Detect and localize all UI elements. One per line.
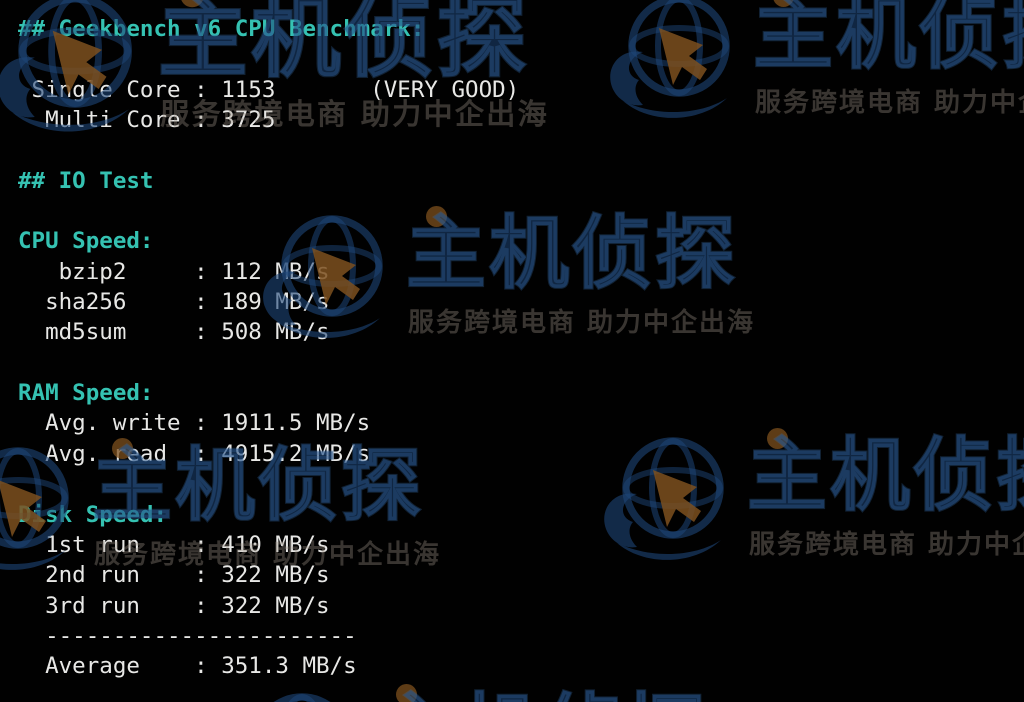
terminal-line: 3rd run : 322 MB/s	[18, 592, 330, 619]
terminal-line: Multi Core : 3725	[18, 107, 276, 134]
terminal-line: Disk Speed:	[18, 501, 168, 528]
terminal-line: Single Core : 1153 (VERY GOOD)	[18, 76, 520, 103]
terminal-line	[18, 135, 1024, 165]
terminal-line: Average : 351.3 MB/s	[18, 653, 357, 680]
terminal-line: Avg. write : 1911.5 MB/s	[18, 410, 371, 437]
terminal-line: ## Geekbench v6 CPU Benchmark:	[18, 16, 425, 42]
terminal-line	[18, 469, 1024, 499]
terminal-line: 2nd run : 322 MB/s	[18, 562, 330, 589]
terminal-line: bzip2 : 112 MB/s	[18, 258, 330, 285]
terminal-line: sha256 : 189 MB/s	[18, 289, 330, 316]
terminal-line: md5sum : 508 MB/s	[18, 319, 330, 346]
terminal-line: CPU Speed:	[18, 228, 154, 255]
terminal-line	[18, 348, 1024, 378]
terminal-line	[18, 196, 1024, 226]
terminal-line: ## IO Test	[18, 167, 154, 194]
terminal-line: -----------------------	[18, 622, 357, 649]
terminal-line: 1st run : 410 MB/s	[18, 531, 330, 558]
terminal-line: RAM Speed:	[18, 380, 154, 407]
terminal-line: Avg. read : 4915.2 MB/s	[18, 440, 371, 467]
terminal-line	[18, 44, 1024, 74]
